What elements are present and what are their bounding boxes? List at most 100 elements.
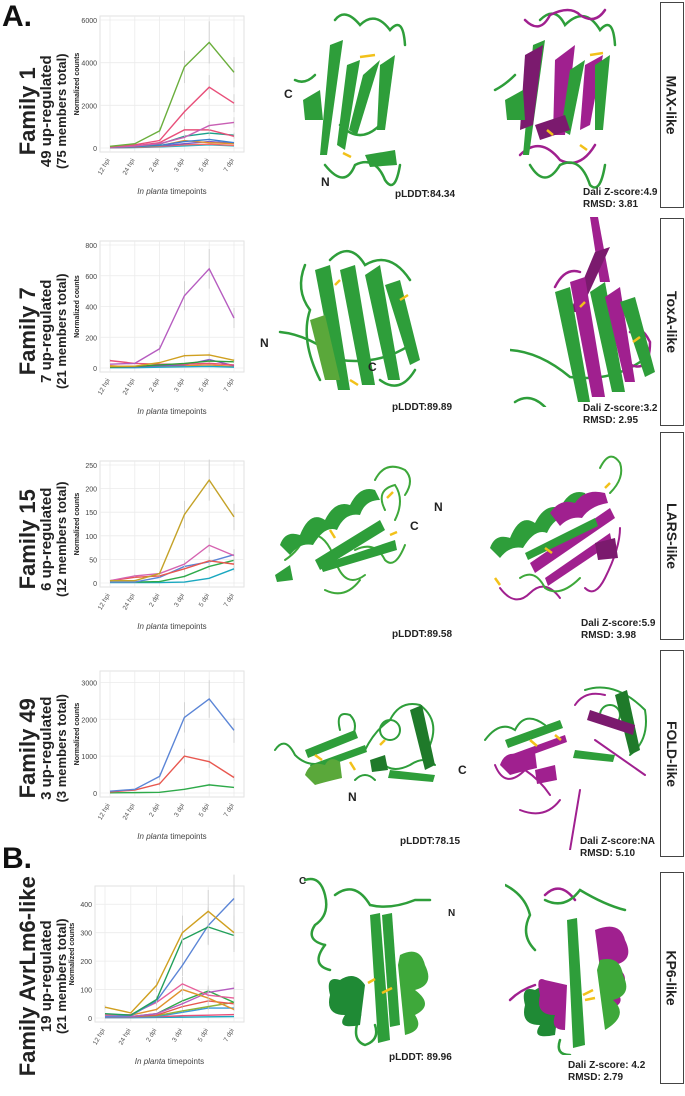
fold-label-kp6-like: KP6-like	[660, 872, 684, 1084]
dali-z-score: Dali Z-score: 4.2	[568, 1060, 646, 1071]
dali-score: Dali Z-score:NA RMSD: 5.10	[580, 836, 655, 859]
svg-text:200: 200	[85, 487, 97, 494]
svg-text:3 dpi: 3 dpi	[173, 158, 186, 174]
svg-text:24 hpi: 24 hpi	[122, 803, 137, 822]
family-title: Family AvrLm6-like	[14, 876, 40, 1077]
family-title: Family 7	[14, 287, 40, 376]
expression-chart-avrlm6: 0 100 200 300 400 12 hpi 24 hpi 2 dpi 3 dpi 5 dpi…	[65, 874, 250, 1070]
svg-text:In planta timepoints: In planta timepoints	[135, 1057, 204, 1066]
fold-label-lars-like: LARS-like	[660, 432, 684, 640]
svg-text:12 hpi: 12 hpi	[92, 1028, 107, 1047]
family-upregulated: 19 up-regulated	[37, 920, 55, 1033]
svg-text:3000: 3000	[81, 680, 97, 687]
aligned-structure-avrlm6	[505, 883, 629, 1055]
svg-text:7 dpi: 7 dpi	[223, 158, 236, 174]
c-terminus-label: C	[299, 876, 307, 887]
n-terminus-label: N	[260, 336, 269, 350]
family-upregulated: 3 up-regulated	[37, 696, 55, 800]
family-title: Family 49	[14, 698, 40, 799]
c-terminus-label: C	[368, 360, 377, 374]
svg-text:Normalized counts: Normalized counts	[69, 923, 76, 986]
svg-text:7 dpi: 7 dpi	[223, 1028, 236, 1044]
svg-text:24 hpi: 24 hpi	[118, 1028, 133, 1047]
svg-text:In planta timepoints: In planta timepoints	[137, 622, 206, 631]
family-label-15: Family 15 6 up-regulated (12 members tot…	[14, 449, 69, 629]
svg-text:0: 0	[88, 1016, 92, 1023]
dali-score: Dali Z-score:4.9 RMSD: 3.81	[583, 187, 657, 210]
svg-text:Normalized counts: Normalized counts	[74, 493, 81, 556]
expression-chart-family-15: 0 50 100 150 200 250 12 hpi 24 hpi 2 dpi 3 dpi 5 d…	[70, 455, 250, 635]
panel-a-label: A.	[2, 0, 32, 33]
dali-z-score: Dali Z-score:4.9	[583, 187, 658, 198]
svg-text:400: 400	[85, 305, 97, 312]
svg-text:Normalized counts: Normalized counts	[74, 703, 81, 766]
svg-text:200: 200	[85, 335, 97, 342]
svg-text:12 hpi: 12 hpi	[97, 593, 112, 612]
svg-text:0: 0	[93, 146, 97, 153]
svg-text:2 dpi: 2 dpi	[148, 158, 161, 174]
svg-text:7 dpi: 7 dpi	[223, 803, 236, 819]
family-label-1: Family 1 49 up-regulated (75 members tot…	[14, 21, 69, 201]
family-total: (21 members total)	[53, 273, 69, 390]
rmsd-value: RMSD: 3.98	[581, 629, 637, 641]
predicted-structure-family-1	[293, 13, 407, 187]
family-total: (75 members total)	[53, 53, 69, 170]
dali-score: Dali Z-score:5.9 RMSD: 3.98	[581, 618, 655, 641]
predicted-structure-avrlm6	[303, 877, 432, 1047]
line-chart: 0 2000 4000 6000 12 hpi 24 hpi 2 dpi 3 dpi 5 dpi…	[74, 15, 245, 196]
svg-text:150: 150	[85, 510, 97, 517]
fold-label-text: LARS-like	[664, 502, 680, 570]
n-terminus-label: N	[448, 908, 456, 919]
dali-score: Dali Z-score: 4.2 RMSD: 2.79	[568, 1060, 645, 1083]
svg-text:2 dpi: 2 dpi	[145, 1028, 158, 1044]
svg-text:24 hpi: 24 hpi	[122, 593, 137, 612]
fold-label-text: FOLD-like	[664, 720, 680, 787]
fold-label-toxa-like: ToxA-like	[660, 218, 684, 426]
aligned-structure-family-7	[510, 217, 655, 407]
family-title: Family 15	[14, 489, 40, 590]
svg-text:600: 600	[85, 274, 97, 281]
line-chart: 0 100 200 300 400 12 hpi 24 hpi 2 dpi 3 dpi 5 dpi…	[69, 874, 245, 1066]
plddt-score: pLDDT:84.34	[395, 189, 456, 200]
dali-z-score: Dali Z-score:5.9	[581, 618, 656, 629]
c-terminus-label: C	[458, 763, 467, 777]
svg-text:3 dpi: 3 dpi	[171, 1028, 184, 1044]
svg-text:2000: 2000	[81, 103, 97, 110]
family-title: Family 1	[14, 67, 40, 156]
fold-label-text: ToxA-like	[664, 291, 681, 353]
svg-text:5 dpi: 5 dpi	[197, 1028, 210, 1044]
family-label-49: Family 49 3 up-regulated (3 members tota…	[14, 658, 69, 838]
svg-text:24 hpi: 24 hpi	[122, 378, 137, 397]
svg-text:5 dpi: 5 dpi	[198, 803, 211, 819]
dali-z-score: Dali Z-score:3.2	[583, 403, 658, 414]
n-terminus-label: N	[348, 790, 357, 804]
plddt-score: pLDDT:89.89	[392, 402, 453, 413]
svg-text:24 hpi: 24 hpi	[122, 158, 137, 177]
rmsd-value: RMSD: 2.79	[568, 1071, 624, 1083]
svg-text:2 dpi: 2 dpi	[148, 593, 161, 609]
n-terminus-label: N	[321, 175, 330, 189]
family-total: (3 members total)	[53, 694, 69, 803]
svg-text:7 dpi: 7 dpi	[223, 593, 236, 609]
rmsd-value: RMSD: 2.95	[583, 414, 639, 426]
svg-text:800: 800	[85, 243, 97, 250]
svg-text:2 dpi: 2 dpi	[148, 378, 161, 394]
fold-label-fold-like: FOLD-like	[660, 650, 684, 857]
rmsd-value: RMSD: 3.81	[583, 198, 639, 210]
svg-text:12 hpi: 12 hpi	[97, 803, 112, 822]
dali-z-score: Dali Z-score:NA	[580, 836, 656, 847]
svg-text:4000: 4000	[81, 61, 97, 68]
svg-text:12 hpi: 12 hpi	[97, 378, 112, 397]
svg-text:0: 0	[93, 581, 97, 588]
fold-label-text: KP6-like	[664, 950, 680, 1006]
line-chart: 0 200 400 600 800 12 hpi 24 hpi 2 dpi 3 dpi 5 dpi…	[74, 240, 245, 416]
fold-label-text: MAX-like	[664, 75, 680, 135]
svg-text:5 dpi: 5 dpi	[198, 593, 211, 609]
family-total: (12 members total)	[53, 481, 69, 598]
c-terminus-label: C	[410, 519, 419, 533]
aligned-structure-family-1	[493, 8, 617, 189]
svg-text:2 dpi: 2 dpi	[148, 803, 161, 819]
family-label-avrlm6: Family AvrLm6-like 19 up-regulated (21 m…	[14, 856, 69, 1096]
svg-text:3 dpi: 3 dpi	[173, 593, 186, 609]
svg-text:7 dpi: 7 dpi	[223, 378, 236, 394]
